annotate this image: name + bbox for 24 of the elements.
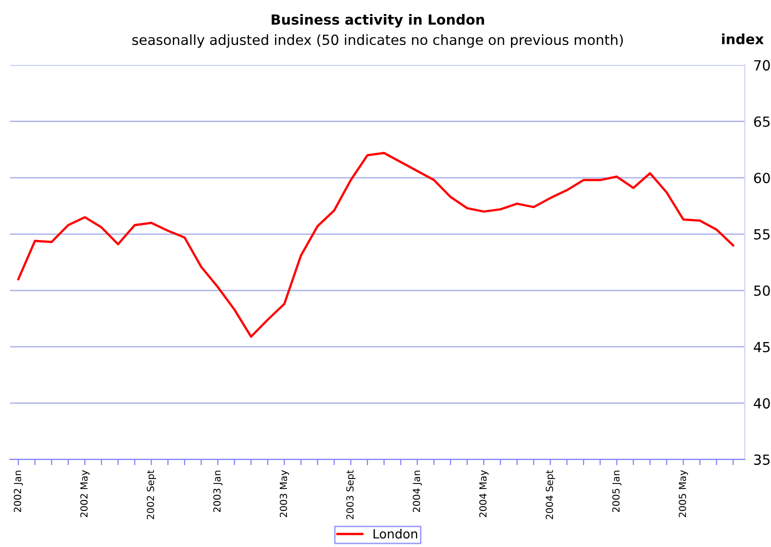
x-tick-label: 2002 May bbox=[80, 470, 90, 518]
y-tick-label: 65 bbox=[754, 116, 770, 127]
x-tick-label: 2002 Sept bbox=[146, 470, 156, 520]
x-tick-label: 2005 Jan bbox=[612, 470, 622, 512]
x-tick-label: 2004 May bbox=[479, 470, 488, 518]
x-tick-label: 2004 Sept bbox=[546, 470, 555, 520]
y-tick-label: 60 bbox=[754, 172, 770, 184]
y-tick-label: 70 bbox=[754, 60, 770, 71]
x-tick-label: 2002 Jan bbox=[14, 470, 23, 512]
y-axis-title: index bbox=[722, 34, 764, 44]
y-tick-label: 35 bbox=[754, 454, 770, 465]
y-tick-label: 40 bbox=[754, 398, 770, 409]
legend-label: London bbox=[374, 528, 418, 539]
chart-title: Business activity in London bbox=[272, 14, 484, 28]
x-tick-label: 2003 Sept bbox=[346, 470, 356, 520]
y-tick-label: 55 bbox=[754, 229, 770, 240]
chart-subtitle: seasonally adjusted index (50 indicates no change on previous month) bbox=[132, 34, 623, 48]
x-tick-label: 2005 May bbox=[678, 470, 688, 518]
x-tick-label: 2003 May bbox=[280, 470, 290, 518]
x-tick-label: 2004 Jan bbox=[412, 470, 422, 512]
y-tick-label: 50 bbox=[754, 285, 770, 296]
x-tick-label: 2003 Jan bbox=[213, 470, 222, 512]
line-series bbox=[17, 152, 734, 338]
y-tick-label: 45 bbox=[754, 342, 770, 352]
